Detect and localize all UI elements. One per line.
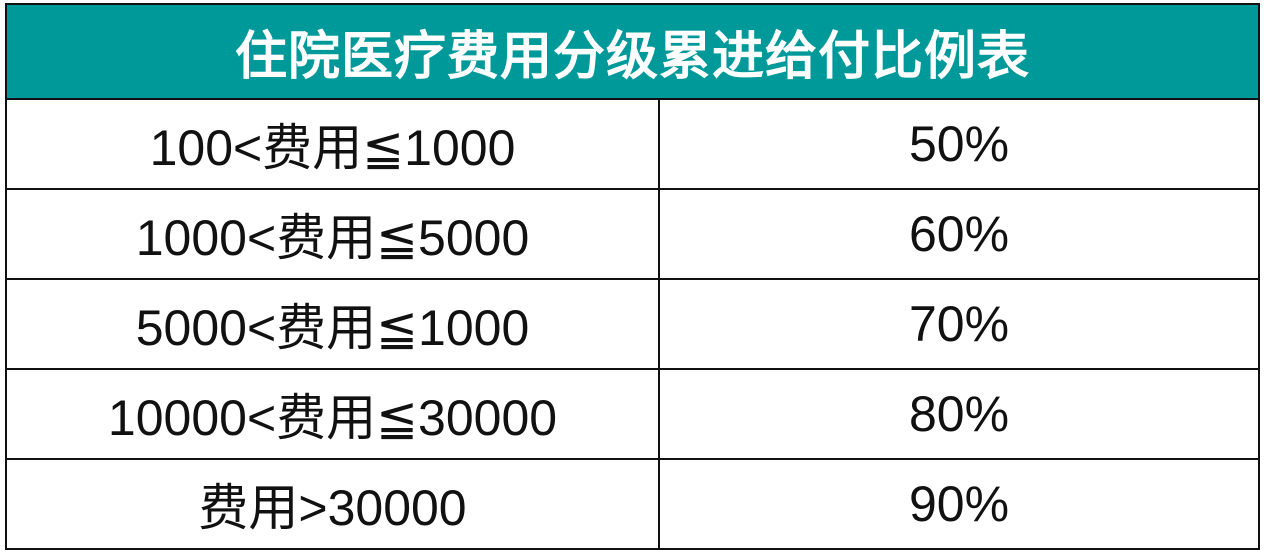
table-title-row: 住院医疗费用分级累进给付比例表 <box>5 3 1260 100</box>
table-row: 100<费用≦1000 50% <box>5 98 1260 190</box>
ratio-cell: 80% <box>658 368 1260 460</box>
table-row: 费用>30000 90% <box>5 458 1260 550</box>
cost-range-cell: 1000<费用≦5000 <box>5 188 660 280</box>
ratio-cell: 70% <box>658 278 1260 370</box>
table-title: 住院医疗费用分级累进给付比例表 <box>5 3 1260 100</box>
cost-range-cell: 费用>30000 <box>5 458 660 550</box>
cost-range-cell: 10000<费用≦30000 <box>5 368 660 460</box>
table-row: 1000<费用≦5000 60% <box>5 188 1260 280</box>
cost-range-cell: 5000<费用≦1000 <box>5 278 660 370</box>
payment-ratio-table: 住院医疗费用分级累进给付比例表 100<费用≦1000 50% 1000<费用≦… <box>5 3 1260 550</box>
ratio-cell: 90% <box>658 458 1260 550</box>
table-row: 10000<费用≦30000 80% <box>5 368 1260 460</box>
ratio-cell: 60% <box>658 188 1260 280</box>
table-row: 5000<费用≦1000 70% <box>5 278 1260 370</box>
cost-range-cell: 100<费用≦1000 <box>5 98 660 190</box>
ratio-cell: 50% <box>658 98 1260 190</box>
